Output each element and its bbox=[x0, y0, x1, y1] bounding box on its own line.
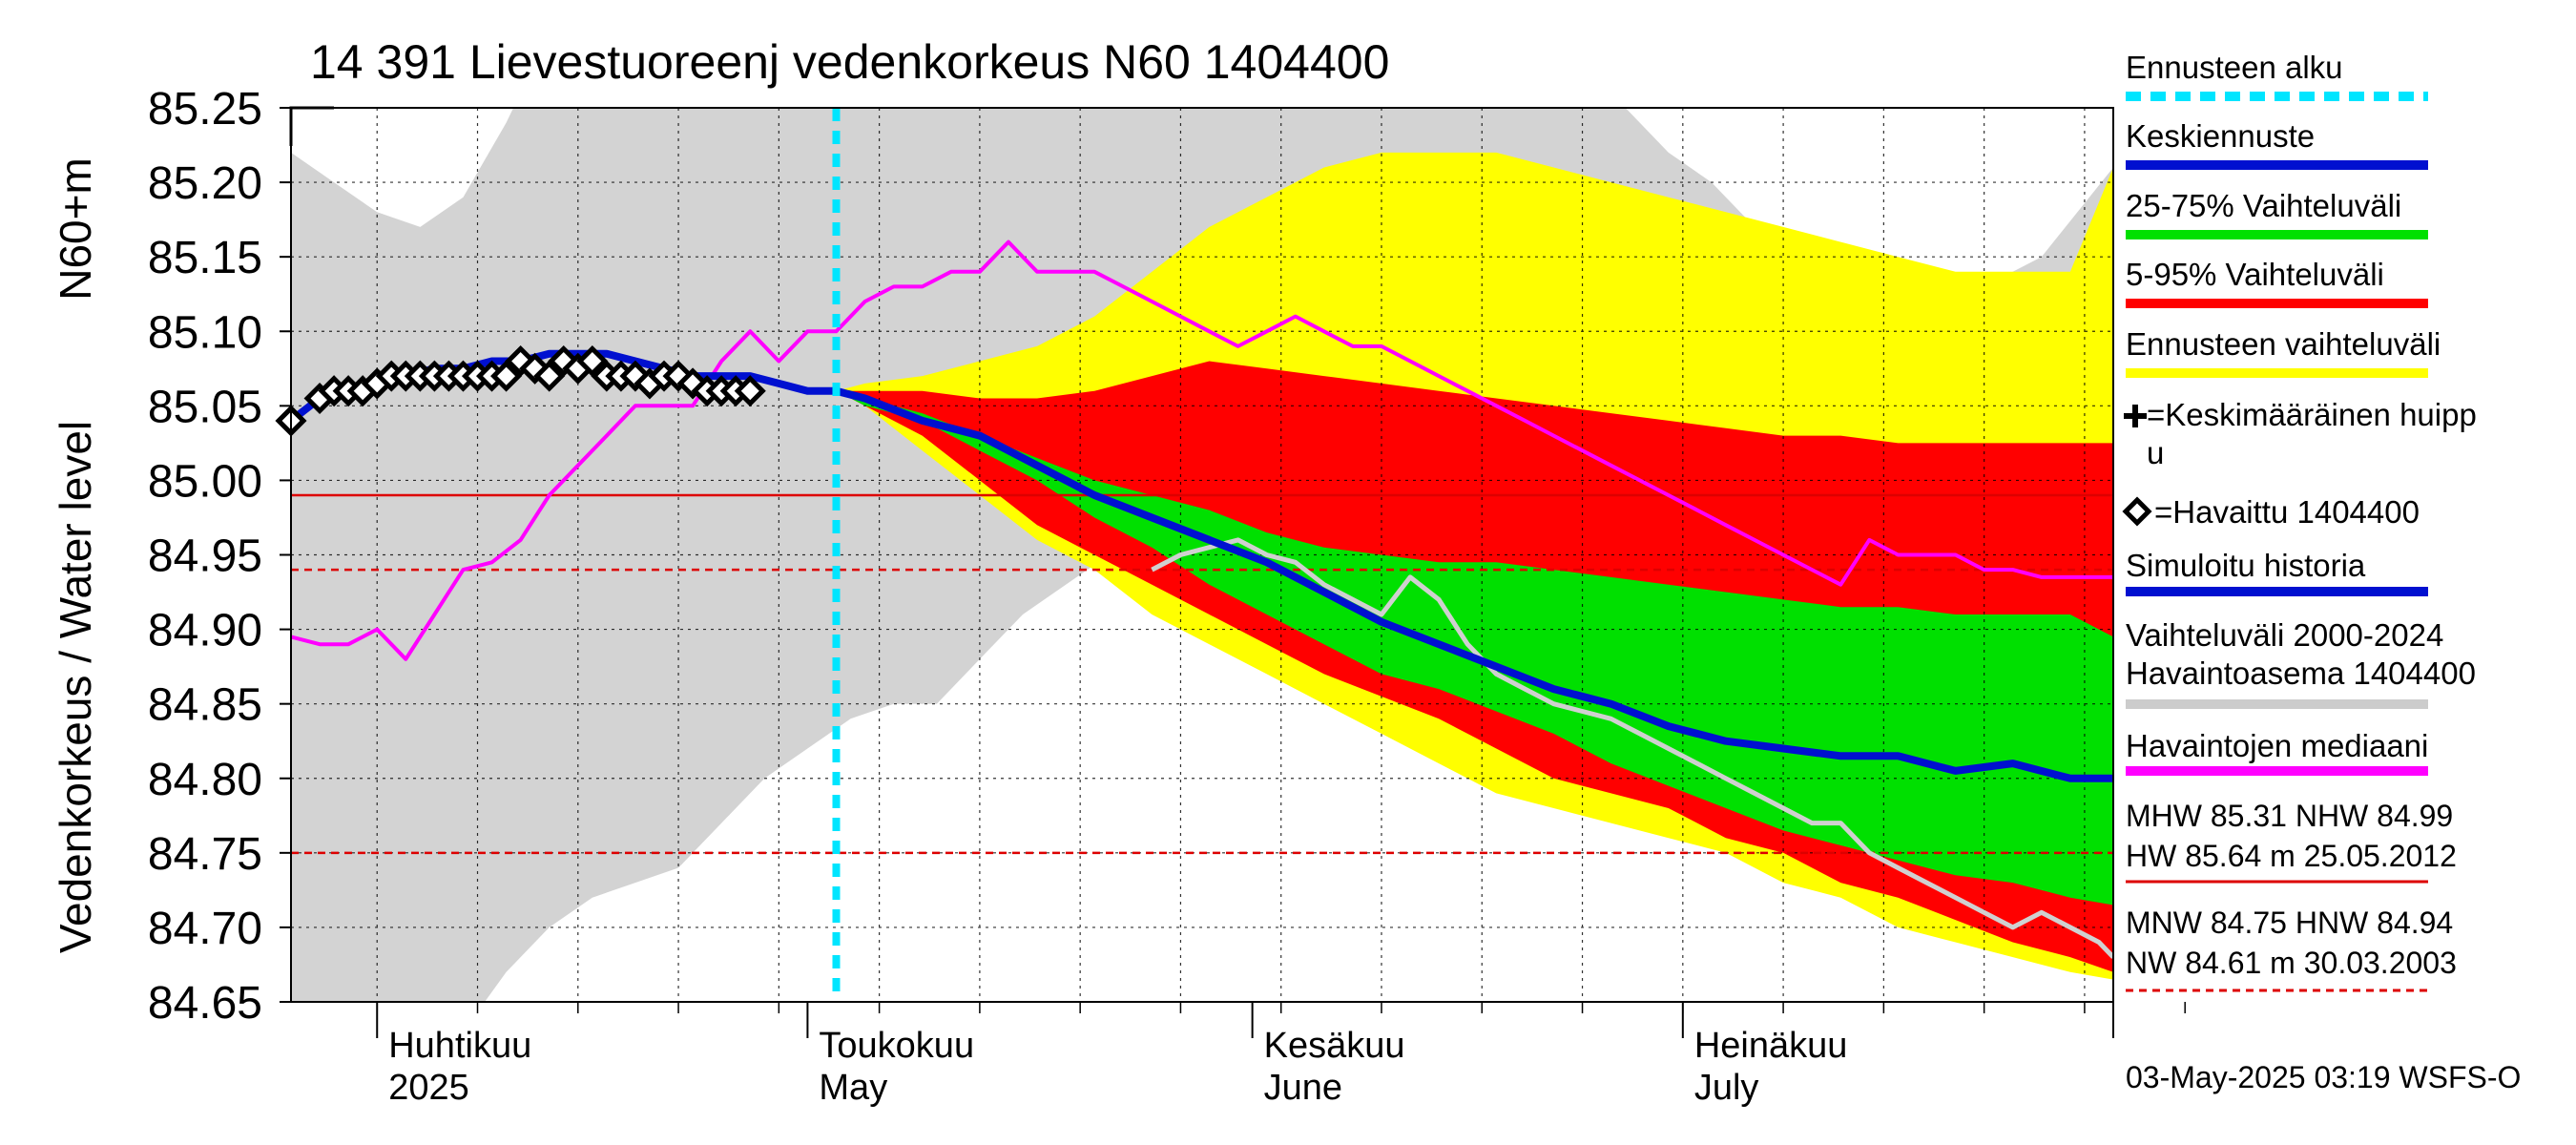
y-tick-label: 84.75 bbox=[148, 829, 262, 880]
y-tick-label: 84.80 bbox=[148, 755, 262, 805]
y-tick-label: 84.65 bbox=[148, 978, 262, 1029]
y-tick-label: 84.90 bbox=[148, 606, 262, 656]
x-month-label-en: 2025 bbox=[388, 1068, 469, 1108]
x-month-label-fi: Toukokuu bbox=[819, 1026, 974, 1066]
y-tick-label: 85.20 bbox=[148, 158, 262, 209]
observed-marker bbox=[533, 360, 566, 392]
observed-marker bbox=[490, 360, 523, 392]
plot-area: 85.25 85.20 85.15 85.10 85.05 85.00 84.95 84.90… bbox=[148, 84, 2186, 1108]
y-tick-label: 84.70 bbox=[148, 904, 262, 954]
y-axis-label: Vedenkorkeus / Water level bbox=[51, 421, 100, 953]
observed-marker bbox=[734, 375, 766, 407]
stats-line-1: MHW 85.31 NHW 84.99 bbox=[2126, 799, 2453, 833]
observed-marker bbox=[519, 352, 551, 385]
legend-label: 25-75% Vaihteluväli bbox=[2126, 188, 2401, 223]
y-tick-label: 85.15 bbox=[148, 233, 262, 283]
x-month-label-en: July bbox=[1694, 1068, 1759, 1108]
legend-diamond-marker bbox=[2122, 496, 2152, 527]
x-month-label-fi: Heinäkuu bbox=[1694, 1026, 1848, 1066]
observed-marker bbox=[619, 360, 652, 392]
x-month-label-en: May bbox=[819, 1068, 887, 1108]
observed-marker bbox=[576, 344, 609, 378]
y-tick-label: 85.00 bbox=[148, 456, 262, 507]
median-line bbox=[291, 239, 2113, 661]
y-tick-label: 85.10 bbox=[148, 307, 262, 358]
stats-line-3: MNW 84.75 HNW 84.94 bbox=[2126, 906, 2453, 940]
x-month-label-fi: Huhtikuu bbox=[388, 1026, 531, 1066]
x-month-label-en: June bbox=[1264, 1068, 1342, 1108]
y-axis-unit: N60+m bbox=[51, 157, 100, 301]
legend-label: Havaintojen mediaani bbox=[2126, 728, 2428, 763]
legend-plus-marker bbox=[2124, 405, 2147, 427]
legend-label: u bbox=[2147, 435, 2164, 470]
stats-line-4: NW 84.61 m 30.03.2003 bbox=[2126, 946, 2457, 980]
legend-label: =Keskimääräinen huipp bbox=[2147, 397, 2477, 432]
chart-title: 14 391 Lievestuoreenj vedenkorkeus N60 1… bbox=[310, 35, 1389, 89]
stats-line-2: HW 85.64 m 25.05.2012 bbox=[2126, 839, 2457, 873]
legend-label: Havaintoasema 1404400 bbox=[2126, 656, 2476, 691]
legend-label: Keskiennuste bbox=[2126, 118, 2315, 154]
legend-label: Simuloitu historia bbox=[2126, 548, 2366, 583]
x-month-label-fi: Kesäkuu bbox=[1264, 1026, 1405, 1066]
legend-label: Ennusteen vaihteluväli bbox=[2126, 326, 2441, 362]
y-tick-label: 84.95 bbox=[148, 531, 262, 582]
mean-forecast-line bbox=[835, 386, 2113, 782]
y-tick-label: 85.05 bbox=[148, 382, 262, 432]
legend-label: Ennusteen alku bbox=[2126, 50, 2343, 85]
legend: Ennusteen alku Keskiennuste 25-75% Vaihtel… bbox=[2122, 50, 2477, 776]
y-tick-label: 84.85 bbox=[148, 680, 262, 731]
legend-label: Vaihteluväli 2000-2024 bbox=[2126, 617, 2443, 653]
legend-label: 5-95% Vaihteluväli bbox=[2126, 257, 2384, 292]
simulated-history-gray-line bbox=[1151, 537, 2113, 959]
y-tick-label: 85.25 bbox=[148, 84, 262, 135]
legend-label: =Havaittu 1404400 bbox=[2154, 494, 2420, 530]
footer-timestamp: 03-May-2025 03:19 WSFS-O bbox=[2126, 1060, 2521, 1094]
